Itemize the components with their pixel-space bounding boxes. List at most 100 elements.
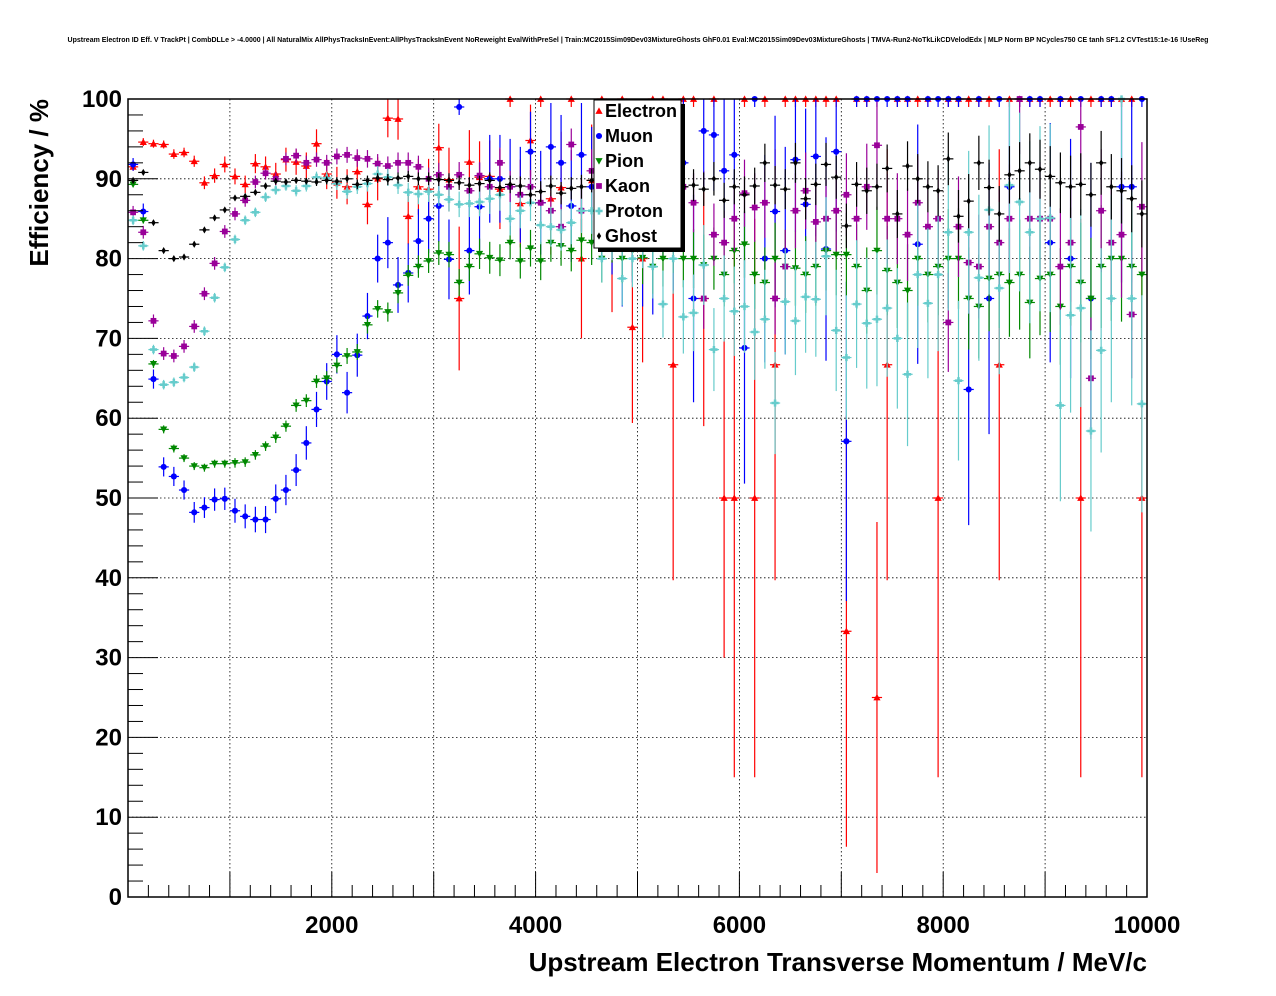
- data-point: [579, 183, 584, 191]
- data-point: [730, 307, 738, 315]
- data-point: [363, 321, 372, 329]
- data-point: [272, 434, 280, 441]
- data-point: [812, 153, 819, 160]
- legend-entry-label: Ghost: [605, 226, 657, 246]
- data-point: [791, 317, 800, 325]
- data-point: [384, 239, 391, 246]
- data-point: [761, 199, 768, 206]
- data-point: [1087, 427, 1095, 435]
- data-point: [344, 389, 351, 396]
- y-tick-label: 100: [82, 86, 122, 113]
- data-point: [731, 215, 738, 222]
- data-point: [873, 315, 881, 323]
- y-tick-label: 30: [95, 645, 122, 672]
- data-point: [884, 164, 890, 173]
- data-point: [934, 494, 942, 501]
- y-tick-label: 80: [95, 246, 122, 273]
- data-point: [180, 486, 188, 494]
- data-point: [742, 191, 747, 199]
- data-point: [149, 140, 158, 147]
- data-point: [1027, 159, 1032, 167]
- legend-box: [593, 99, 682, 249]
- data-point: [864, 187, 869, 195]
- data-point: [1016, 198, 1024, 206]
- data-point: [343, 353, 351, 360]
- data-point: [456, 171, 463, 178]
- data-point: [1139, 210, 1145, 218]
- data-point: [261, 193, 270, 201]
- data-point: [243, 192, 248, 200]
- data-point: [150, 317, 157, 324]
- y-tick-label: 20: [95, 724, 122, 751]
- data-point: [201, 504, 208, 511]
- data-point: [404, 212, 412, 220]
- data-point: [956, 212, 961, 220]
- data-point: [506, 215, 514, 223]
- data-point: [710, 345, 718, 354]
- data-point: [944, 228, 952, 236]
- data-point: [170, 445, 178, 453]
- data-point: [324, 176, 329, 184]
- data-point: [344, 175, 350, 183]
- data-point: [201, 290, 208, 297]
- data-point: [395, 159, 401, 166]
- data-point: [272, 186, 280, 194]
- legend-entry-label: Muon: [605, 126, 653, 146]
- data-point: [730, 494, 738, 501]
- data-point: [832, 326, 840, 335]
- y-axis-title: Efficiency / %: [24, 99, 54, 267]
- data-point: [211, 294, 219, 302]
- data-point: [567, 219, 575, 227]
- data-point: [455, 200, 463, 208]
- data-point: [436, 175, 441, 184]
- data-point: [1128, 294, 1136, 303]
- data-point: [1048, 172, 1053, 181]
- data-point: [304, 177, 309, 185]
- data-point: [945, 319, 952, 326]
- data-point: [445, 251, 453, 259]
- data-point: [497, 159, 503, 166]
- data-point: [253, 188, 258, 196]
- data-point: [150, 376, 157, 383]
- data-point: [130, 209, 136, 216]
- data-point: [221, 460, 229, 468]
- data-point: [384, 309, 392, 316]
- data-point: [1098, 207, 1105, 214]
- data-point: [313, 406, 320, 413]
- data-point: [975, 274, 983, 282]
- data-point: [701, 185, 706, 193]
- y-tick-label: 70: [95, 325, 122, 352]
- data-point: [1088, 191, 1094, 199]
- data-point: [783, 185, 788, 193]
- data-point: [516, 207, 524, 215]
- data-point: [995, 284, 1003, 292]
- data-point: [1138, 400, 1146, 408]
- data-point: [1057, 263, 1064, 270]
- data-point: [242, 197, 249, 204]
- data-point: [567, 247, 575, 255]
- data-point: [414, 190, 423, 198]
- data-point: [649, 262, 657, 271]
- data-point: [628, 255, 637, 263]
- data-point: [221, 160, 229, 168]
- data-point: [170, 353, 177, 359]
- data-point: [752, 182, 757, 190]
- data-point: [711, 231, 717, 238]
- data-point: [771, 255, 779, 263]
- x-tick-label: 8000: [917, 912, 970, 939]
- data-point: [466, 247, 473, 254]
- data-point: [190, 463, 198, 470]
- data-point: [803, 195, 808, 203]
- data-point: [455, 294, 463, 302]
- data-point: [334, 153, 340, 160]
- data-point: [895, 210, 900, 218]
- data-point: [160, 140, 168, 148]
- data-point: [445, 195, 453, 204]
- data-point: [160, 381, 168, 389]
- data-point: [292, 402, 300, 410]
- data-point: [954, 377, 963, 385]
- data-point: [394, 181, 402, 189]
- data-point: [812, 295, 820, 303]
- data-point: [689, 309, 698, 317]
- data-point: [1036, 215, 1044, 223]
